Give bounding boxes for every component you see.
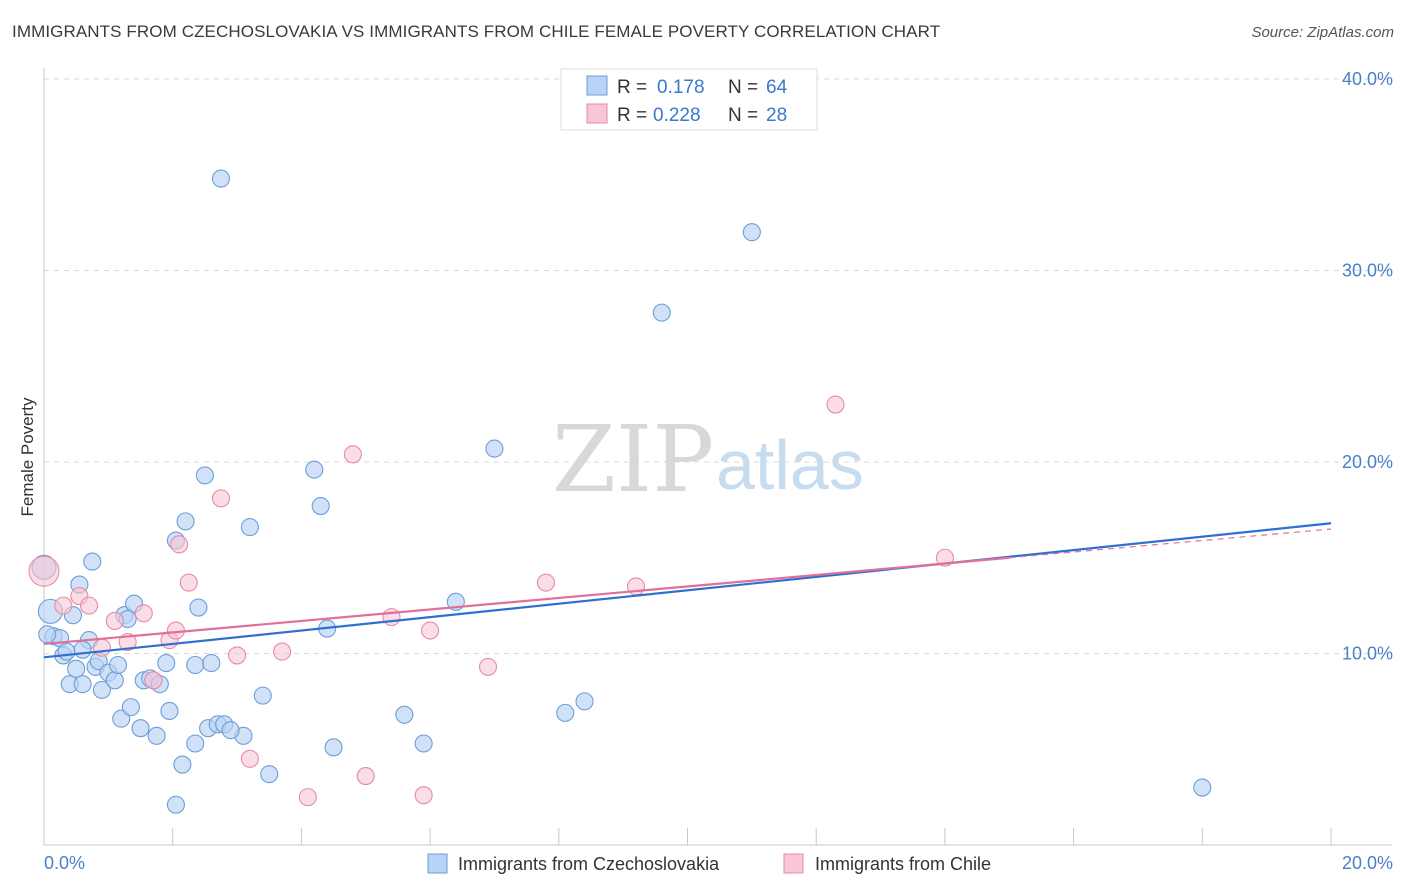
point-czechoslovakia [202,654,221,673]
point-chile [28,555,60,587]
point-czechoslovakia [253,686,272,705]
y-axis-title: Female Poverty [18,397,37,517]
point-chile [170,535,189,554]
legend-r-label-1: R = [617,77,647,98]
y-tick-label: 40.0% [1342,69,1393,89]
point-czechoslovakia [260,765,279,784]
point-czechoslovakia [1193,778,1212,797]
legend-n-label-1: N = [728,77,758,98]
point-czechoslovakia [147,726,166,745]
point-chile [421,621,440,640]
point-czechoslovakia [556,703,575,722]
point-chile [273,642,292,661]
point-czechoslovakia [57,642,76,661]
point-chile [179,573,198,592]
point-czechoslovakia [186,734,205,753]
axis-layer [43,68,1392,846]
point-chile [414,786,433,805]
chart-title: IMMIGRANTS FROM CZECHOSLOVAKIA VS IMMIGR… [12,22,941,41]
point-czechoslovakia [221,721,240,740]
point-chile [105,611,124,630]
point-czechoslovakia [38,625,57,644]
bottom-legend: Immigrants from Czechoslovakia Immigrant… [427,853,991,874]
point-chile [240,749,259,768]
point-czechoslovakia [83,552,102,571]
point-chile [92,638,111,657]
point-czechoslovakia [575,692,594,711]
legend-r-label-2: R = [617,105,647,126]
point-czechoslovakia [67,659,86,678]
point-czechoslovakia [324,738,343,757]
point-czechoslovakia [131,719,150,738]
legend-n-label-2: N = [728,105,758,126]
legend-r-value-1: 0.178 [657,77,705,98]
trendline-czechoslovakia [43,522,1332,659]
source-credit: Source: ZipAtlas.com [1251,24,1394,41]
point-czechoslovakia [186,655,205,675]
point-czechoslovakia [211,169,231,188]
point-czechoslovakia [108,655,128,675]
point-czechoslovakia [173,755,192,774]
x-tick-marks [43,828,1332,845]
grid-layer [44,78,1392,654]
point-czechoslovakia [742,223,761,242]
legend-swatch-chile [586,103,608,124]
trendline-chile [43,556,1010,646]
bottom-legend-label-chile: Immigrants from Chile [815,854,991,874]
point-czechoslovakia [121,698,140,717]
point-chile [356,767,375,786]
legend-n-value-2: 28 [766,105,787,126]
point-czechoslovakia [157,654,176,673]
point-chile [298,788,317,807]
legend-box: R = 0.178 N = 64 R = 0.228 N = 28 [560,68,818,131]
point-chile [478,657,498,676]
point-chile [536,573,555,592]
bottom-legend-swatch-chile [783,853,804,874]
point-czechoslovakia [189,598,208,617]
point-czechoslovakia [73,675,92,694]
point-chile [134,604,153,623]
legend-r-value-2: 0.228 [653,105,701,126]
point-chile [382,608,401,627]
y-tick-label: 30.0% [1342,261,1393,281]
point-chile [343,445,362,464]
y-tick-labels: 10.0% 20.0% 30.0% 40.0% [1342,69,1393,664]
point-czechoslovakia [105,671,124,690]
point-czechoslovakia [414,734,433,753]
point-czechoslovakia [92,680,111,699]
point-czechoslovakia [240,518,259,537]
x-tick-label-max: 20.0% [1342,853,1393,873]
point-chile [826,395,845,414]
point-czechoslovakia [305,460,324,479]
point-czechoslovakia [160,701,179,721]
point-czechoslovakia [652,303,671,322]
trend-layer [43,522,1332,659]
y-tick-label: 10.0% [1342,644,1393,664]
point-chile [228,646,247,665]
x-tick-label-min: 0.0% [44,853,85,873]
series-chile-points [28,395,954,807]
legend-swatch-czechoslovakia [586,75,608,96]
bottom-legend-label-czechoslovakia: Immigrants from Czechoslovakia [458,854,720,874]
legend-n-value-1: 64 [766,77,788,98]
point-chile [79,596,99,615]
point-chile [211,489,231,508]
point-czechoslovakia [395,705,414,724]
trendline-chile-extension [1009,528,1332,559]
point-czechoslovakia [195,466,214,485]
bottom-legend-swatch-czechoslovakia [427,853,448,874]
point-chile [54,596,73,615]
watermark-zip: ZIP [552,406,714,513]
y-tick-label: 20.0% [1342,452,1393,472]
watermark-atlas: atlas [716,426,864,504]
point-czechoslovakia [166,795,185,814]
point-czechoslovakia [485,439,504,458]
point-czechoslovakia [176,512,195,531]
point-czechoslovakia [73,640,92,659]
point-czechoslovakia [311,496,330,516]
point-chile [144,671,163,690]
